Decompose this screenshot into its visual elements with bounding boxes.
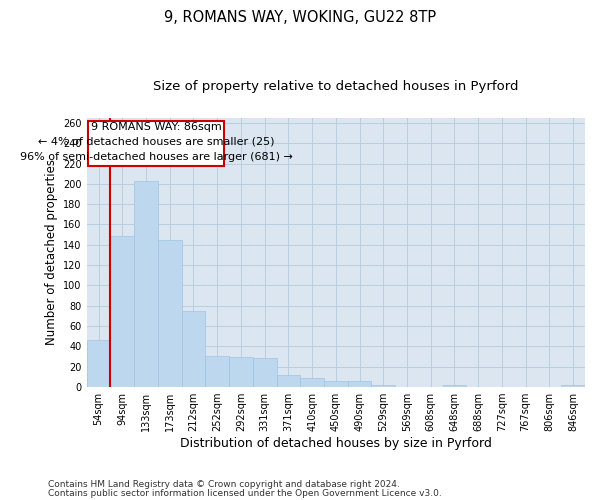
Bar xyxy=(86,340,110,387)
Text: Contains HM Land Registry data © Crown copyright and database right 2024.: Contains HM Land Registry data © Crown c… xyxy=(48,480,400,489)
Bar xyxy=(277,375,300,387)
FancyBboxPatch shape xyxy=(88,121,224,166)
Bar xyxy=(158,240,182,387)
Bar xyxy=(443,385,466,387)
Bar xyxy=(300,378,324,387)
Bar xyxy=(134,181,158,387)
Bar xyxy=(561,385,585,387)
Text: 9 ROMANS WAY: 86sqm: 9 ROMANS WAY: 86sqm xyxy=(91,122,221,132)
Bar xyxy=(371,385,395,387)
Bar xyxy=(229,356,253,387)
Bar xyxy=(182,311,205,387)
Bar xyxy=(205,356,229,387)
Text: 96% of semi-detached houses are larger (681) →: 96% of semi-detached houses are larger (… xyxy=(20,152,293,162)
Bar xyxy=(347,381,371,387)
Title: Size of property relative to detached houses in Pyrford: Size of property relative to detached ho… xyxy=(153,80,518,93)
Y-axis label: Number of detached properties: Number of detached properties xyxy=(44,160,58,346)
Text: ← 4% of detached houses are smaller (25): ← 4% of detached houses are smaller (25) xyxy=(38,136,274,146)
Bar xyxy=(253,358,277,387)
Bar xyxy=(324,381,347,387)
Bar xyxy=(110,236,134,387)
X-axis label: Distribution of detached houses by size in Pyrford: Distribution of detached houses by size … xyxy=(180,437,492,450)
Text: Contains public sector information licensed under the Open Government Licence v3: Contains public sector information licen… xyxy=(48,489,442,498)
Text: 9, ROMANS WAY, WOKING, GU22 8TP: 9, ROMANS WAY, WOKING, GU22 8TP xyxy=(164,10,436,25)
